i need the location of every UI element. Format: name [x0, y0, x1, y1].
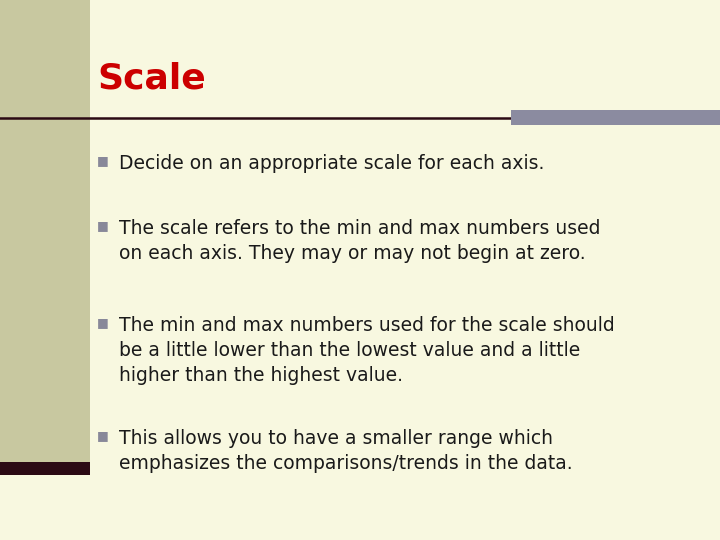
- Text: ■: ■: [97, 154, 109, 167]
- Bar: [0, 462, 90, 475]
- Text: The min and max numbers used for the scale should
be a little lower than the low: The min and max numbers used for the sca…: [119, 316, 615, 385]
- Text: ■: ■: [97, 429, 109, 442]
- Bar: [511, 110, 720, 125]
- Text: The scale refers to the min and max numbers used
on each axis. They may or may n: The scale refers to the min and max numb…: [119, 219, 600, 262]
- Text: ■: ■: [97, 316, 109, 329]
- Text: Scale: Scale: [97, 62, 206, 95]
- Text: Decide on an appropriate scale for each axis.: Decide on an appropriate scale for each …: [119, 154, 544, 173]
- Bar: [0, 0, 90, 462]
- Text: ■: ■: [97, 219, 109, 232]
- Text: This allows you to have a smaller range which
emphasizes the comparisons/trends : This allows you to have a smaller range …: [119, 429, 572, 473]
